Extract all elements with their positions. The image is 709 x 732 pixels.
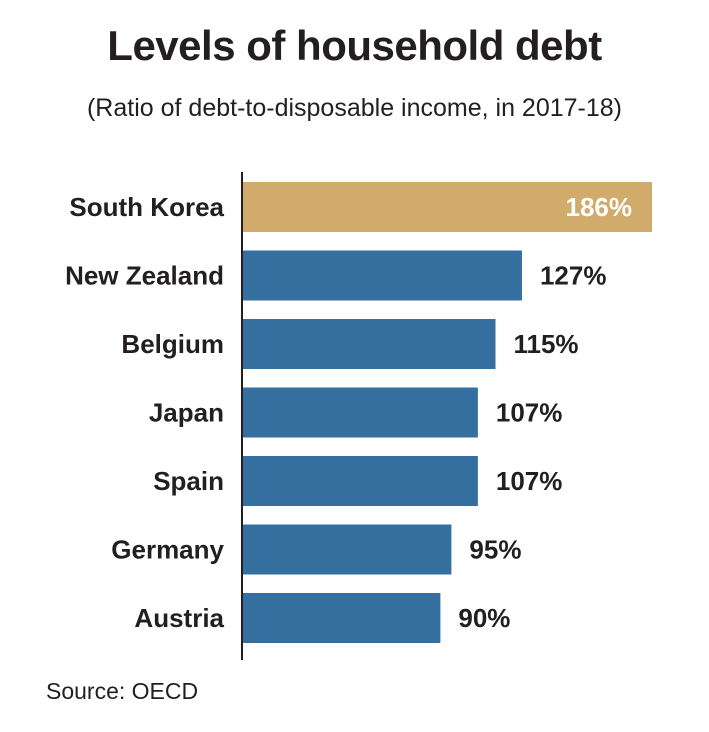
category-label: Japan xyxy=(149,398,224,428)
bar-austria xyxy=(242,593,441,643)
bar-south-korea xyxy=(242,182,652,232)
value-label: 186% xyxy=(566,192,633,222)
bar-belgium xyxy=(242,319,496,369)
category-label: Austria xyxy=(134,603,224,633)
chart-subtitle: (Ratio of debt-to-disposable income, in … xyxy=(86,94,623,122)
bar-new-zealand xyxy=(242,250,522,301)
chart-title: Levels of household debt xyxy=(107,22,602,69)
value-label: 127% xyxy=(540,261,607,291)
bar-germany xyxy=(242,524,452,575)
bar-japan xyxy=(242,387,478,438)
value-label: 115% xyxy=(513,329,578,359)
category-label: Germany xyxy=(111,535,224,565)
value-label: 90% xyxy=(458,603,510,633)
value-label: 95% xyxy=(469,535,521,565)
bar-chart: South Korea 186% New Zealand 127% Belgium 115… xyxy=(65,172,652,660)
value-label: 107% xyxy=(496,398,563,428)
source-note: Source: OECD xyxy=(46,678,199,704)
category-label: South Korea xyxy=(69,192,224,222)
value-label: 107% xyxy=(496,466,563,496)
category-label: Belgium xyxy=(121,329,224,359)
category-label: New Zealand xyxy=(65,261,224,291)
bar-spain xyxy=(242,456,478,506)
category-label: Spain xyxy=(153,466,224,496)
